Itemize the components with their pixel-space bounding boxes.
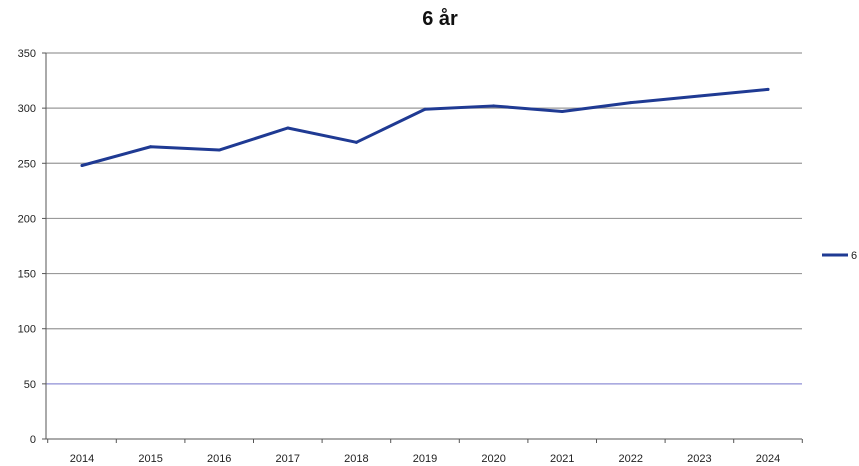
x-tick-label: 2022 — [619, 453, 643, 465]
y-tick-label: 50 — [24, 379, 36, 391]
data-point — [629, 101, 633, 105]
data-point — [423, 107, 427, 111]
x-tick-label: 2016 — [207, 453, 231, 465]
data-point — [766, 87, 770, 91]
data-point — [492, 104, 496, 108]
x-tick-label: 2020 — [481, 453, 505, 465]
y-tick-labels: 0 50 100 150 200 250 300 350 — [18, 48, 36, 446]
series-lines — [80, 87, 770, 167]
x-tick-label: 2015 — [138, 453, 162, 465]
x-tick-label: 2024 — [756, 453, 780, 465]
data-point — [697, 94, 701, 98]
x-tick-labels: 2014 2015 2016 2017 2018 2019 2020 2021 2022 2023… — [70, 453, 780, 465]
x-tick-label: 2021 — [550, 453, 574, 465]
x-tick-label: 2014 — [70, 453, 94, 465]
y-tick-label: 250 — [18, 158, 36, 170]
x-tick-label: 2019 — [413, 453, 437, 465]
data-point — [217, 148, 221, 152]
axes — [42, 52, 803, 443]
series-line-6 — [80, 87, 770, 167]
data-point — [286, 126, 290, 130]
y-tick-label: 200 — [18, 213, 36, 225]
x-tick-label: 2017 — [276, 453, 300, 465]
data-point — [149, 145, 153, 149]
legend-label: 6 — [851, 250, 857, 262]
y-tick-label: 150 — [18, 269, 36, 281]
data-point — [560, 109, 564, 113]
data-point — [80, 163, 84, 167]
legend: 6 — [822, 250, 857, 262]
x-tick-label: 2023 — [687, 453, 711, 465]
gridlines — [46, 52, 802, 385]
y-tick-label: 300 — [18, 103, 36, 115]
y-tick-label: 350 — [18, 48, 36, 60]
x-tick-label: 2018 — [344, 453, 368, 465]
chart-title: 6 år — [422, 8, 458, 30]
y-tick-label: 0 — [30, 434, 36, 446]
y-tick-label: 100 — [18, 324, 36, 336]
data-point — [354, 140, 358, 144]
